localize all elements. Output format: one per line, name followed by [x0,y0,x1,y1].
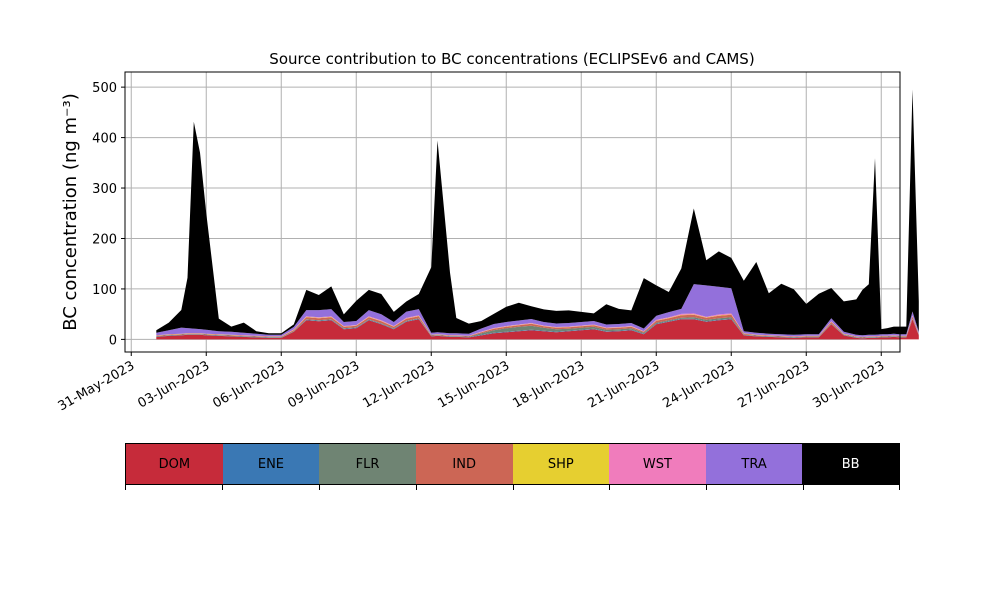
legend-swatch-bb: BB [802,444,899,484]
chart-title: Source contribution to BC concentrations… [269,50,754,68]
legend-label: DOM [158,456,191,472]
y-tick-label: 100 [92,283,117,298]
legend-label: IND [452,456,476,472]
x-tick-label: 18-Jun-2023 [510,358,587,411]
y-axis-label: BC concentration (ng m⁻³) [60,93,81,331]
colorbar-tick [512,485,514,490]
x-tick-label: 03-Jun-2023 [135,358,212,411]
legend-swatch-flr: FLR [319,444,416,484]
legend-swatch-shp: SHP [512,444,610,484]
x-tick-label: 24-Jun-2023 [660,358,737,411]
legend-label: FLR [355,456,380,472]
colorbar-legend: DOM ENE FLR IND SHP WST TRA BB [125,443,900,485]
area-dom [156,319,919,340]
x-tick-label: 21-Jun-2023 [585,358,662,411]
legend-swatch-ene: ENE [222,444,320,484]
y-tick-label: 200 [92,232,117,247]
x-tick-label: 09-Jun-2023 [285,358,362,411]
legend-label: SHP [547,456,574,472]
colorbar-ticks [125,485,900,491]
legend-label: ENE [257,456,285,472]
area-ene [156,318,919,339]
legend-label: WST [642,456,672,472]
legend-label: BB [841,456,860,472]
axes: 0 100 200 300 400 500 31-May-202303-Jun-202306… [56,81,888,414]
colorbar-tick [899,485,900,490]
legend-swatch-wst: WST [609,444,706,484]
plot-frame [124,71,901,353]
legend-swatch-dom: DOM [126,444,223,484]
y-tick-label: 500 [92,81,117,96]
y-tick-label: 0 [109,333,117,348]
x-tick-label: 27-Jun-2023 [735,358,812,411]
colorbar-tick [125,485,126,490]
colorbar-tick [609,485,611,490]
colorbar-tick [318,485,320,490]
bc-stacked-area-chart: Source contribution to BC concentrations… [56,50,919,414]
area-bb [156,89,919,336]
x-tick-label: 12-Jun-2023 [360,358,437,411]
x-tick-label: 31-May-2023 [56,358,138,414]
x-tick-label: 15-Jun-2023 [435,358,512,411]
colorbar-tick [221,485,223,490]
x-tick-label: 06-Jun-2023 [210,358,287,411]
legend-swatch-tra: TRA [705,444,803,484]
colorbar-tick [415,485,417,490]
colorbar-tick [706,485,708,490]
area-flr [156,317,919,339]
y-tick-label: 300 [92,182,117,197]
y-tick-label: 400 [92,132,117,147]
area-ind [156,314,919,338]
legend-label: TRA [741,456,767,472]
colorbar-tick [803,485,805,490]
stacked-areas [156,89,919,340]
area-tra [156,284,919,337]
legend-swatch-ind: IND [415,444,513,484]
x-tick-label: 30-Jun-2023 [810,358,887,411]
